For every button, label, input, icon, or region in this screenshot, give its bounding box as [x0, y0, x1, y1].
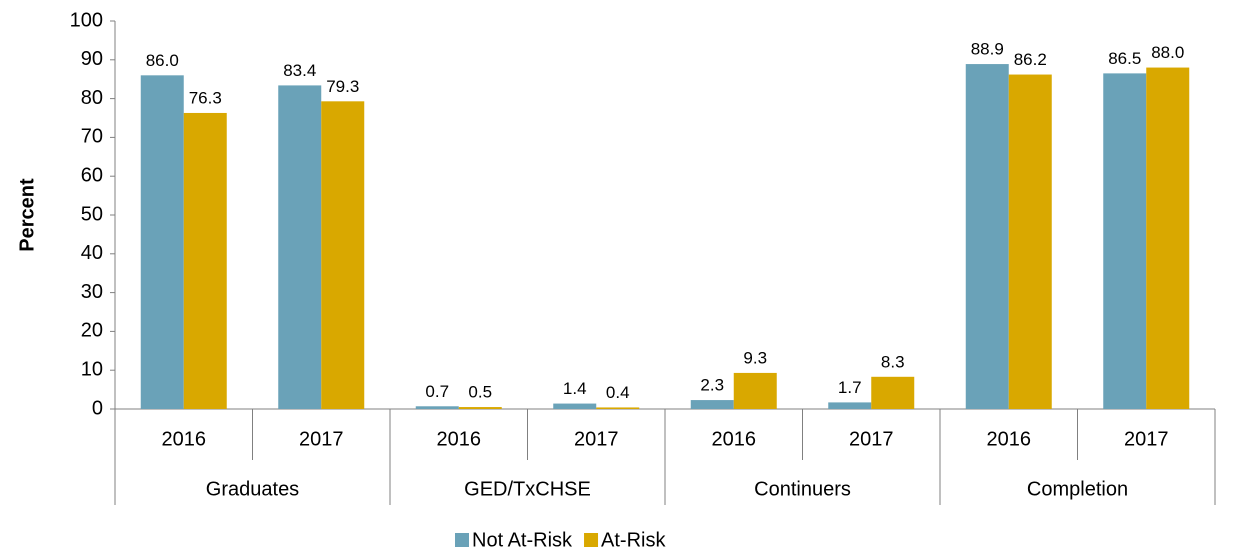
- group-label: Continuers: [754, 478, 851, 500]
- bar: [733, 372, 777, 409]
- x-tick-label: 2017: [574, 428, 619, 450]
- legend-label: Not At-Risk: [472, 529, 573, 551]
- value-label: 88.0: [1151, 43, 1184, 62]
- bar: [828, 402, 872, 409]
- value-label: 79.3: [326, 77, 359, 96]
- bar: [1103, 73, 1147, 409]
- bar: [140, 75, 184, 409]
- value-label: 2.3: [700, 376, 724, 395]
- bar: [183, 112, 227, 410]
- bar: [871, 376, 915, 409]
- x-tick-label: 2016: [712, 428, 757, 450]
- x-tick-label: 2016: [987, 428, 1032, 450]
- value-label: 0.5: [468, 383, 492, 402]
- bar: [278, 85, 322, 410]
- y-tick-label: 50: [81, 203, 103, 225]
- y-tick-label: 0: [92, 397, 103, 419]
- y-tick-label: 100: [70, 9, 103, 31]
- x-tick-label: 2017: [299, 428, 344, 450]
- y-tick-label: 90: [81, 48, 103, 70]
- value-label: 1.4: [563, 379, 587, 398]
- bar: [690, 400, 734, 409]
- bar: [553, 403, 597, 409]
- y-tick-label: 20: [81, 320, 103, 342]
- value-label: 86.5: [1108, 49, 1141, 68]
- y-tick-label: 30: [81, 281, 103, 303]
- y-tick-label: 80: [81, 87, 103, 109]
- legend-label: At-Risk: [601, 529, 666, 551]
- y-axis-label: Percent: [16, 178, 38, 252]
- bar: [415, 406, 459, 409]
- value-label: 8.3: [881, 352, 905, 371]
- legend-swatch: [455, 533, 469, 547]
- value-label: 9.3: [743, 348, 767, 367]
- y-tick-label: 10: [81, 358, 103, 380]
- x-tick-label: 2017: [849, 428, 894, 450]
- value-label: 0.7: [425, 382, 449, 401]
- value-label: 86.0: [146, 51, 179, 70]
- bar: [1146, 67, 1190, 409]
- value-label: 0.4: [606, 383, 630, 402]
- x-tick-label: 2017: [1124, 428, 1169, 450]
- group-label: Graduates: [206, 478, 299, 500]
- value-label: 1.7: [838, 378, 862, 397]
- group-label: GED/TxCHSE: [464, 478, 591, 500]
- value-label: 88.9: [971, 40, 1004, 59]
- bar: [1008, 74, 1052, 409]
- group-label: Completion: [1027, 478, 1128, 500]
- bar: [458, 407, 502, 409]
- y-tick-label: 40: [81, 242, 103, 264]
- x-tick-label: 2016: [437, 428, 482, 450]
- y-tick-label: 70: [81, 126, 103, 148]
- value-label: 76.3: [189, 88, 222, 107]
- value-label: 86.2: [1014, 50, 1047, 69]
- bar: [965, 64, 1009, 410]
- legend-swatch: [584, 533, 599, 547]
- value-label: 83.4: [283, 61, 316, 80]
- y-tick-label: 60: [81, 164, 103, 186]
- bar: [596, 407, 640, 409]
- bar: [321, 101, 365, 409]
- x-tick-label: 2016: [162, 428, 207, 450]
